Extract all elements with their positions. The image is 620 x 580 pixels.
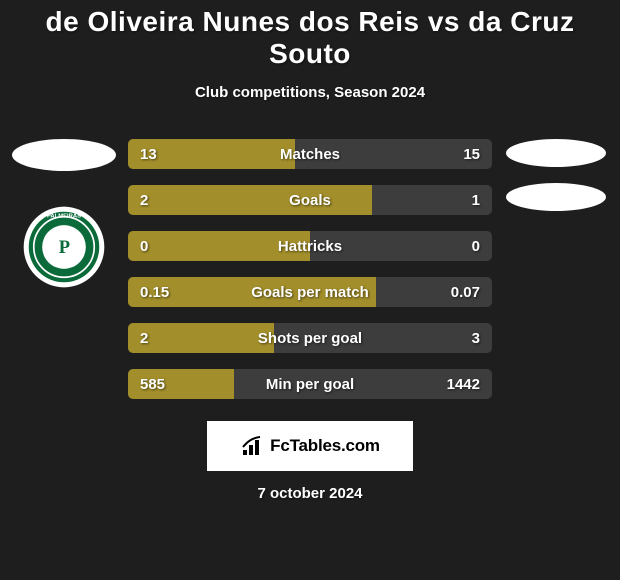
svg-text:P: P: [59, 237, 70, 257]
stat-value-right: 0: [472, 231, 480, 261]
page-title: de Oliveira Nunes dos Reis vs da Cruz So…: [0, 6, 620, 70]
stat-bar: 2Shots per goal3: [128, 323, 492, 353]
stat-value-right: 0.07: [451, 277, 480, 307]
left-player-col: P PALMEIRAS: [4, 139, 124, 289]
stat-label: Min per goal: [128, 369, 492, 399]
date-text: 7 october 2024: [0, 485, 620, 502]
stat-label: Goals per match: [128, 277, 492, 307]
right-player-avatar: [506, 139, 606, 167]
stat-label: Goals: [128, 185, 492, 215]
stat-value-right: 15: [463, 139, 480, 169]
stats-column: 13Matches152Goals10Hattricks00.15Goals p…: [124, 139, 496, 399]
stat-value-right: 1442: [447, 369, 480, 399]
stat-label: Hattricks: [128, 231, 492, 261]
stat-bar: 2Goals1: [128, 185, 492, 215]
stat-label: Matches: [128, 139, 492, 169]
stat-value-right: 1: [472, 185, 480, 215]
footer-brand-badge: FcTables.com: [207, 421, 413, 471]
fctables-logo-icon: [240, 434, 264, 458]
stat-label: Shots per goal: [128, 323, 492, 353]
left-player-avatar: [12, 139, 116, 171]
stat-bar: 0Hattricks0: [128, 231, 492, 261]
left-club-badge: P PALMEIRAS: [22, 205, 106, 289]
stat-value-right: 3: [472, 323, 480, 353]
stat-bar: 13Matches15: [128, 139, 492, 169]
footer-brand-text: FcTables.com: [270, 436, 380, 456]
svg-text:PALMEIRAS: PALMEIRAS: [47, 214, 81, 220]
right-club-badge: [506, 183, 606, 211]
right-player-col: [496, 139, 616, 211]
stat-bar: 585Min per goal1442: [128, 369, 492, 399]
stat-bar: 0.15Goals per match0.07: [128, 277, 492, 307]
subtitle: Club competitions, Season 2024: [0, 84, 620, 101]
comparison-body: PPALMEIRAS 13Matches152Goals10Hattricks0…: [0, 139, 620, 399]
